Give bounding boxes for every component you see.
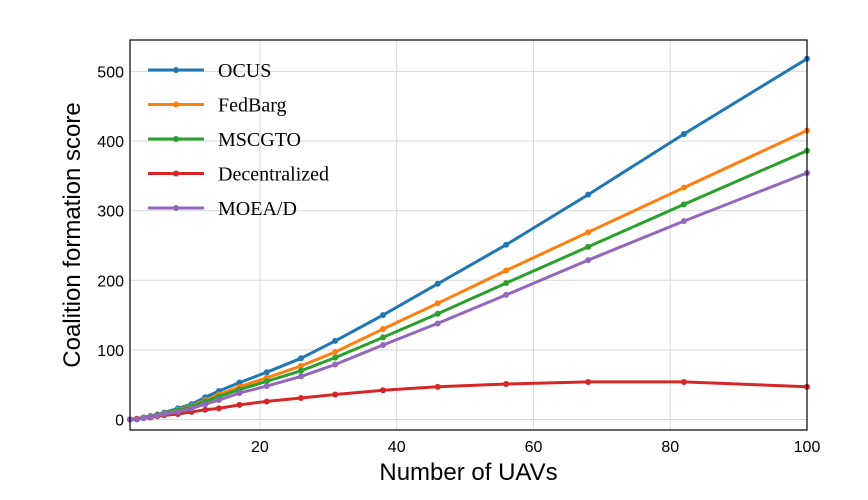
data-point-mscgto bbox=[297, 367, 304, 374]
legend-label: FedBarg bbox=[218, 95, 287, 117]
series-mscgto bbox=[127, 147, 810, 423]
legend-marker bbox=[173, 101, 179, 108]
data-point-moea-d bbox=[263, 383, 270, 390]
y-tick-label: 100 bbox=[97, 343, 124, 360]
data-point-moea-d bbox=[161, 410, 168, 417]
data-point-mscgto bbox=[503, 280, 510, 287]
legend-item-fedbarg: FedBarg bbox=[148, 95, 287, 117]
x-axis-label: Number of UAVs bbox=[379, 459, 557, 486]
legend-marker bbox=[173, 170, 179, 177]
data-point-mscgto bbox=[380, 334, 387, 341]
data-point-fedbarg bbox=[680, 184, 687, 191]
data-point-ocus bbox=[680, 131, 687, 138]
data-point-mscgto bbox=[680, 201, 687, 208]
data-point-moea-d bbox=[434, 320, 441, 327]
data-point-fedbarg bbox=[503, 267, 510, 274]
data-point-decentralized bbox=[263, 398, 270, 405]
legend-item-moea-d: MOEA/D bbox=[148, 198, 297, 220]
data-point-fedbarg bbox=[380, 326, 387, 333]
data-point-moea-d bbox=[380, 342, 387, 349]
data-point-moea-d bbox=[202, 401, 209, 408]
y-axis-label: Coalition formation score bbox=[59, 102, 86, 367]
x-tick-label: 40 bbox=[388, 439, 406, 456]
data-point-ocus bbox=[297, 355, 304, 362]
data-point-decentralized bbox=[202, 406, 209, 413]
data-point-ocus bbox=[585, 191, 592, 198]
data-point-fedbarg bbox=[297, 362, 304, 369]
data-point-moea-d bbox=[140, 415, 147, 422]
data-point-moea-d bbox=[585, 257, 592, 264]
data-point-decentralized bbox=[380, 387, 387, 394]
data-point-moea-d bbox=[174, 408, 181, 415]
data-point-mscgto bbox=[585, 243, 592, 250]
y-axis-ticks: 0 100 200 300 400 500 bbox=[97, 64, 124, 429]
legend-label: OCUS bbox=[218, 60, 271, 82]
data-point-ocus bbox=[380, 312, 387, 319]
y-tick-label: 500 bbox=[97, 64, 124, 81]
data-point-moea-d bbox=[133, 416, 140, 423]
legend-item-ocus: OCUS bbox=[148, 60, 271, 82]
legend-marker bbox=[173, 205, 179, 211]
data-point-moea-d bbox=[236, 390, 243, 397]
data-point-decentralized bbox=[332, 391, 339, 398]
x-tick-label: 60 bbox=[525, 439, 543, 456]
data-point-mscgto bbox=[332, 354, 339, 361]
y-tick-label: 200 bbox=[97, 273, 124, 290]
data-point-mscgto bbox=[434, 310, 441, 317]
legend-label: MSCGTO bbox=[218, 129, 301, 151]
legend-item-mscgto: MSCGTO bbox=[148, 129, 301, 151]
data-point-moea-d bbox=[332, 361, 339, 368]
data-point-decentralized bbox=[680, 378, 687, 385]
data-point-decentralized bbox=[503, 381, 510, 388]
series-line-mscgto bbox=[129, 149, 808, 422]
legend-label: MOEA/D bbox=[218, 198, 297, 220]
data-point-ocus bbox=[236, 379, 243, 386]
data-point-moea-d bbox=[147, 413, 154, 420]
data-point-moea-d bbox=[503, 291, 510, 298]
data-point-moea-d bbox=[188, 405, 195, 412]
data-point-fedbarg bbox=[332, 349, 339, 355]
series-layer bbox=[127, 55, 810, 423]
x-axis-ticks: 20 40 60 80 100 bbox=[251, 439, 820, 456]
data-point-ocus bbox=[263, 369, 270, 376]
legend-item-decentralized: Decentralized bbox=[148, 164, 329, 186]
data-point-decentralized bbox=[434, 383, 441, 390]
data-point-decentralized bbox=[236, 401, 243, 408]
data-point-decentralized bbox=[297, 394, 304, 401]
y-tick-label: 0 bbox=[115, 413, 124, 430]
y-tick-label: 300 bbox=[97, 204, 124, 221]
data-point-ocus bbox=[434, 280, 441, 287]
data-point-mscgto bbox=[263, 378, 270, 385]
data-point-moea-d bbox=[215, 397, 222, 404]
series-line-decentralized bbox=[129, 380, 808, 422]
data-point-decentralized bbox=[215, 405, 222, 412]
data-point-fedbarg bbox=[585, 229, 592, 236]
legend: OCUS FedBarg MSCGTO Decentralized MOEA/D bbox=[148, 60, 329, 220]
plot-frame bbox=[129, 39, 808, 431]
data-point-fedbarg bbox=[434, 300, 441, 307]
x-tick-label: 80 bbox=[661, 439, 679, 456]
legend-marker bbox=[173, 136, 179, 142]
x-tick-label: 100 bbox=[794, 439, 821, 456]
legend-marker bbox=[173, 67, 179, 73]
series-moea-d bbox=[127, 170, 810, 423]
data-point-ocus bbox=[503, 241, 510, 248]
data-point-moea-d bbox=[680, 218, 687, 225]
legend-label: Decentralized bbox=[218, 164, 329, 186]
data-point-decentralized bbox=[585, 378, 592, 385]
data-point-moea-d bbox=[297, 373, 304, 380]
x-tick-label: 20 bbox=[251, 439, 269, 456]
data-point-moea-d bbox=[154, 412, 161, 419]
y-tick-label: 400 bbox=[97, 134, 124, 151]
data-point-ocus bbox=[332, 337, 339, 344]
